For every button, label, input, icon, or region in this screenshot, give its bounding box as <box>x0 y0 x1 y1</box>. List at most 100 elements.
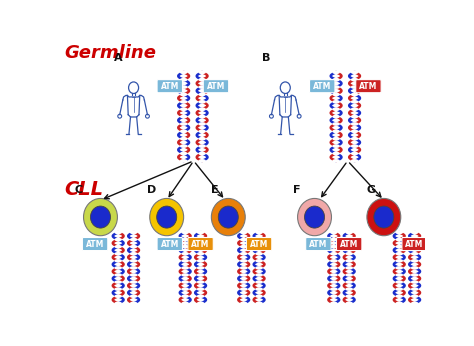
Text: ATM: ATM <box>191 239 210 248</box>
Ellipse shape <box>197 266 204 270</box>
Ellipse shape <box>130 238 137 241</box>
Text: A: A <box>114 53 123 63</box>
FancyBboxPatch shape <box>188 237 213 251</box>
Text: Germline: Germline <box>64 44 156 62</box>
Ellipse shape <box>130 245 137 248</box>
Ellipse shape <box>411 266 419 270</box>
Ellipse shape <box>114 252 122 255</box>
Ellipse shape <box>330 273 337 277</box>
FancyBboxPatch shape <box>337 237 362 251</box>
Ellipse shape <box>330 294 337 298</box>
FancyBboxPatch shape <box>306 237 331 251</box>
Ellipse shape <box>157 206 177 228</box>
Ellipse shape <box>198 152 206 155</box>
Ellipse shape <box>411 294 419 298</box>
Ellipse shape <box>198 85 206 89</box>
Ellipse shape <box>182 238 189 241</box>
Ellipse shape <box>240 294 247 298</box>
Ellipse shape <box>395 273 403 277</box>
Ellipse shape <box>330 252 337 255</box>
Ellipse shape <box>330 245 337 248</box>
Ellipse shape <box>395 266 403 270</box>
Ellipse shape <box>182 252 189 255</box>
Text: ATM: ATM <box>340 239 358 248</box>
Ellipse shape <box>197 294 204 298</box>
Ellipse shape <box>180 152 187 155</box>
Ellipse shape <box>332 78 340 82</box>
Ellipse shape <box>114 266 122 270</box>
Ellipse shape <box>180 78 187 82</box>
Text: F: F <box>293 185 301 195</box>
Ellipse shape <box>130 288 137 291</box>
Ellipse shape <box>330 238 337 241</box>
Ellipse shape <box>304 206 325 228</box>
Ellipse shape <box>346 266 353 270</box>
Ellipse shape <box>255 259 263 263</box>
Ellipse shape <box>330 280 337 284</box>
Ellipse shape <box>197 252 204 255</box>
Ellipse shape <box>346 259 353 263</box>
Ellipse shape <box>240 238 247 241</box>
Ellipse shape <box>395 280 403 284</box>
Ellipse shape <box>330 231 337 234</box>
Ellipse shape <box>332 152 340 155</box>
Ellipse shape <box>182 231 189 234</box>
Text: B: B <box>262 53 271 63</box>
Ellipse shape <box>255 273 263 277</box>
FancyBboxPatch shape <box>82 237 108 251</box>
Text: E: E <box>211 185 219 195</box>
Ellipse shape <box>240 288 247 291</box>
Ellipse shape <box>351 122 358 126</box>
Ellipse shape <box>91 206 110 228</box>
Ellipse shape <box>240 280 247 284</box>
Ellipse shape <box>197 245 204 248</box>
Ellipse shape <box>198 93 206 96</box>
Ellipse shape <box>198 122 206 126</box>
Ellipse shape <box>411 245 419 248</box>
Ellipse shape <box>198 78 206 82</box>
Ellipse shape <box>330 302 337 305</box>
Ellipse shape <box>182 266 189 270</box>
Ellipse shape <box>114 231 122 234</box>
Ellipse shape <box>332 159 340 163</box>
Ellipse shape <box>198 107 206 111</box>
Ellipse shape <box>130 259 137 263</box>
Ellipse shape <box>211 199 245 236</box>
Ellipse shape <box>182 273 189 277</box>
Ellipse shape <box>180 115 187 118</box>
Ellipse shape <box>351 100 358 104</box>
Ellipse shape <box>198 129 206 133</box>
Ellipse shape <box>114 302 122 305</box>
Text: ATM: ATM <box>207 82 225 91</box>
Ellipse shape <box>180 144 187 148</box>
Ellipse shape <box>332 85 340 89</box>
Ellipse shape <box>330 288 337 291</box>
Text: CLL: CLL <box>64 180 103 199</box>
Ellipse shape <box>114 273 122 277</box>
Ellipse shape <box>351 152 358 155</box>
Ellipse shape <box>197 288 204 291</box>
Text: D: D <box>146 185 156 195</box>
Ellipse shape <box>114 294 122 298</box>
Ellipse shape <box>130 294 137 298</box>
Ellipse shape <box>197 231 204 234</box>
Ellipse shape <box>367 199 401 236</box>
Ellipse shape <box>374 206 394 228</box>
Ellipse shape <box>351 159 358 163</box>
Ellipse shape <box>255 245 263 248</box>
FancyBboxPatch shape <box>310 80 335 93</box>
Ellipse shape <box>351 107 358 111</box>
Ellipse shape <box>298 199 331 236</box>
Text: ATM: ATM <box>405 239 424 248</box>
Ellipse shape <box>180 137 187 140</box>
Ellipse shape <box>395 252 403 255</box>
FancyBboxPatch shape <box>203 80 228 93</box>
Ellipse shape <box>240 245 247 248</box>
Text: G: G <box>367 185 376 195</box>
Ellipse shape <box>411 259 419 263</box>
FancyBboxPatch shape <box>246 237 272 251</box>
Ellipse shape <box>130 231 137 234</box>
Ellipse shape <box>255 238 263 241</box>
Ellipse shape <box>197 259 204 263</box>
Ellipse shape <box>395 245 403 248</box>
